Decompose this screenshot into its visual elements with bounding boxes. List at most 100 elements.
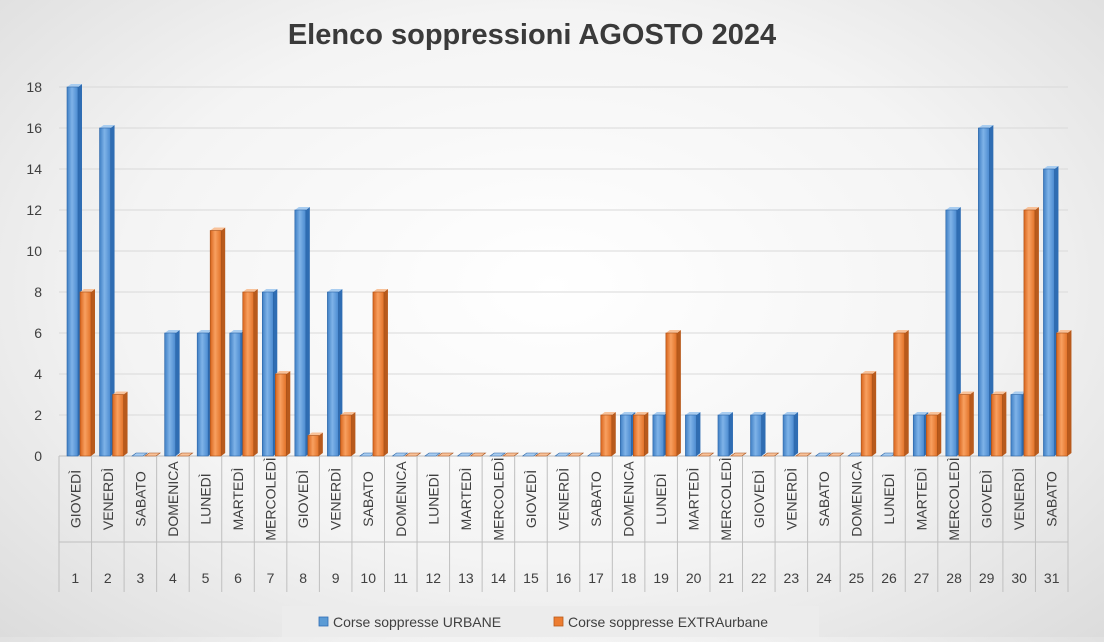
bar xyxy=(164,330,180,457)
x-day-label: 13 xyxy=(458,570,474,586)
legend: Corse soppresse URBANE Corse soppresse E… xyxy=(282,606,819,637)
x-weekday-label: SABATO xyxy=(588,471,604,527)
y-axis-ticks: 0 2 4 6 8 10 12 14 16 18 xyxy=(26,79,42,464)
x-weekday-label: DOMENICA xyxy=(621,461,637,537)
x-day-label: 18 xyxy=(621,570,637,586)
bar xyxy=(665,330,681,457)
bar xyxy=(958,391,974,457)
bar xyxy=(567,452,585,457)
y-tick-label: 2 xyxy=(34,407,42,423)
y-tick-label: 18 xyxy=(26,79,42,95)
legend-swatch-urbane xyxy=(318,616,329,627)
x-day-label: 3 xyxy=(136,570,144,586)
x-weekday-label: MERCOLEDÌ xyxy=(718,457,734,540)
x-weekday-label: VENERDÌ xyxy=(1011,468,1027,530)
x-day-label: 2 xyxy=(104,570,112,586)
bar xyxy=(131,452,148,457)
x-weekday-label: MARTEDÌ xyxy=(458,468,474,531)
bar xyxy=(600,412,616,457)
y-tick-label: 10 xyxy=(26,243,42,259)
x-day-label: 10 xyxy=(360,570,376,586)
bar xyxy=(79,289,95,457)
x-day-label: 17 xyxy=(588,570,604,586)
y-tick-label: 6 xyxy=(34,325,42,341)
x-day-label: 11 xyxy=(393,570,408,586)
x-day-label: 21 xyxy=(718,570,734,586)
bar xyxy=(340,412,356,457)
x-weekday-label: LUNEDÌ xyxy=(881,473,897,524)
bar xyxy=(391,452,409,457)
bar xyxy=(489,452,507,457)
bar xyxy=(456,452,474,457)
x-weekday-label: DOMENICA xyxy=(848,461,864,537)
bar xyxy=(144,452,161,457)
bar xyxy=(502,452,520,457)
x-weekday-label: GIOVEDÌ xyxy=(67,470,83,528)
bar xyxy=(1023,207,1039,457)
x-weekday-label: MARTEDÌ xyxy=(686,468,702,531)
x-weekday-label: DOMENICA xyxy=(165,461,181,537)
chart-title: Elenco soppressioni AGOSTO 2024 xyxy=(288,19,776,51)
bar xyxy=(697,452,715,457)
x-day-label: 4 xyxy=(169,570,177,586)
x-weekday-label: SABATO xyxy=(132,471,148,527)
x-weekday-label: LUNEDÌ xyxy=(197,473,213,524)
bar xyxy=(827,452,845,457)
x-weekday-label: SABATO xyxy=(360,471,376,527)
x-weekday-label: MARTEDÌ xyxy=(230,468,246,531)
bar xyxy=(717,412,733,457)
x-axis-categories: GIOVEDÌ 1 VENERDÌ 2 SABATO 3 DOMENICA 4 LUNEDÌ 5 M… xyxy=(58,456,1069,592)
x-day-label: 15 xyxy=(523,570,539,586)
bar xyxy=(814,452,832,457)
x-weekday-label: MERCOLEDÌ xyxy=(490,457,506,540)
x-weekday-label: GIOVEDÌ xyxy=(979,470,995,528)
x-day-label: 19 xyxy=(653,570,669,586)
bar xyxy=(469,452,487,457)
x-day-label: 9 xyxy=(332,570,340,586)
bar xyxy=(99,125,115,457)
grid-lines xyxy=(59,86,1068,457)
x-day-label: 28 xyxy=(946,570,962,586)
bar xyxy=(978,125,994,457)
x-day-label: 24 xyxy=(816,570,832,586)
bar xyxy=(404,452,422,457)
bars xyxy=(66,84,1072,457)
y-tick-label: 14 xyxy=(26,161,42,177)
x-weekday-label: SABATO xyxy=(1044,471,1060,527)
x-weekday-label: LUNEDÌ xyxy=(425,473,441,524)
x-day-label: 27 xyxy=(914,570,930,586)
bar xyxy=(991,391,1007,457)
bar xyxy=(372,289,388,457)
x-day-label: 5 xyxy=(202,570,210,586)
x-weekday-label: MERCOLEDÌ xyxy=(946,457,962,540)
x-weekday-label: MARTEDÌ xyxy=(914,468,930,531)
bar xyxy=(294,207,310,457)
bar xyxy=(307,432,323,457)
x-weekday-label: DOMENICA xyxy=(393,461,409,537)
x-day-label: 22 xyxy=(751,570,767,586)
bar xyxy=(274,371,291,457)
bar xyxy=(860,371,877,457)
x-day-label: 7 xyxy=(267,570,275,586)
bar xyxy=(685,412,701,457)
bar xyxy=(437,452,454,457)
x-weekday-label: VENERDÌ xyxy=(328,468,344,530)
bar xyxy=(521,452,539,457)
x-day-label: 23 xyxy=(784,570,800,586)
x-weekday-label: GIOVEDÌ xyxy=(523,470,539,528)
x-day-label: 14 xyxy=(491,570,507,586)
x-day-label: 16 xyxy=(556,570,572,586)
y-tick-label: 16 xyxy=(26,120,42,136)
bar xyxy=(554,452,572,457)
y-tick-label: 8 xyxy=(34,284,42,300)
x-weekday-label: LUNEDÌ xyxy=(653,473,669,524)
bar xyxy=(762,452,780,457)
bar xyxy=(176,452,194,457)
x-day-label: 25 xyxy=(849,570,865,586)
x-day-label: 29 xyxy=(979,570,995,586)
bar xyxy=(925,412,942,457)
y-tick-label: 0 xyxy=(34,448,42,464)
x-day-label: 20 xyxy=(686,570,702,586)
x-weekday-label: VENERDÌ xyxy=(100,468,116,530)
